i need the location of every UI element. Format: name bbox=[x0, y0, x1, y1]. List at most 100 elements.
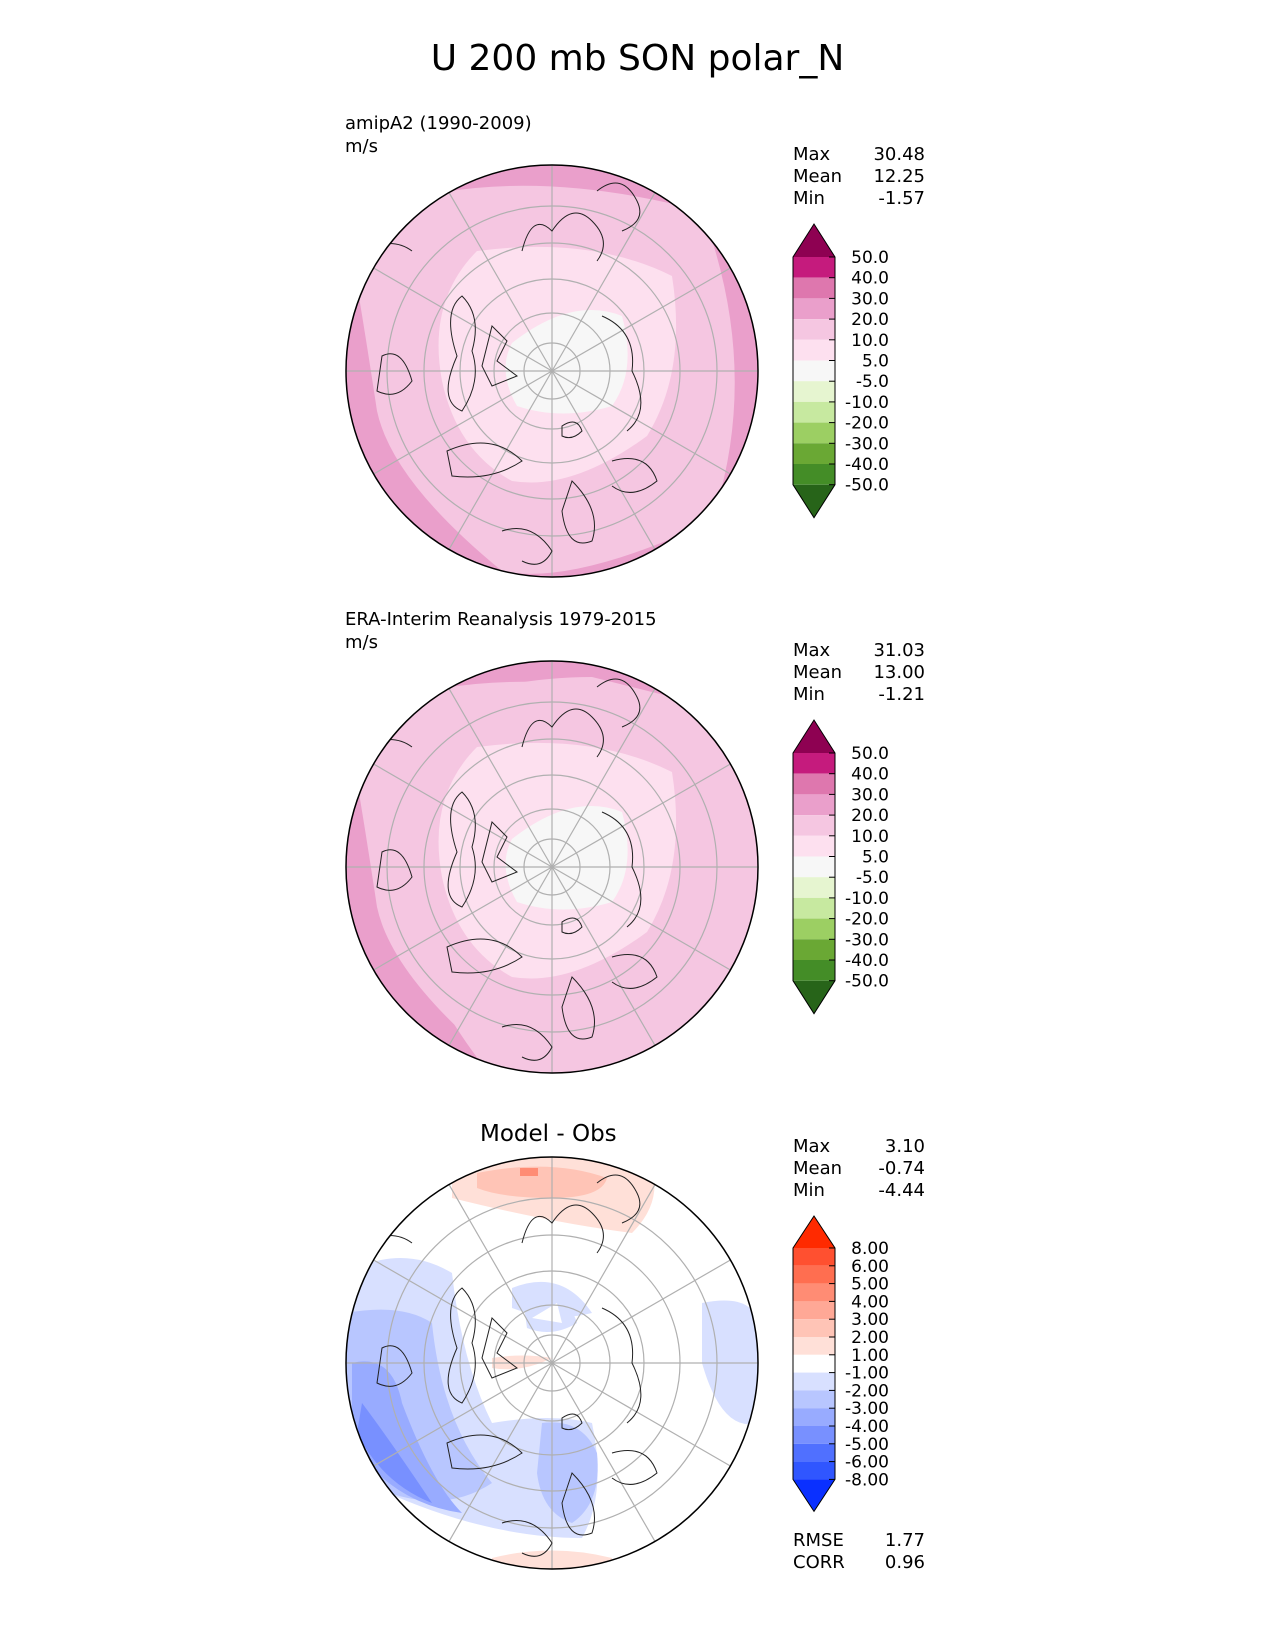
coastline-segment bbox=[521, 708, 604, 758]
coastline-segment bbox=[596, 678, 641, 728]
contour-band-near-zero bbox=[505, 310, 628, 414]
meridian-line bbox=[373, 1259, 553, 1364]
coastline-segment bbox=[481, 821, 519, 883]
contour-band-pos-4 bbox=[520, 1168, 538, 1176]
map-boundary bbox=[345, 164, 759, 578]
colorbar-diff-segment bbox=[793, 1408, 835, 1426]
panel3-title: Model - Obs bbox=[480, 1121, 617, 1147]
colorbar-model-segment bbox=[793, 319, 835, 340]
stat-min-value: -4.44 bbox=[878, 1180, 925, 1201]
meridian-line bbox=[373, 866, 553, 971]
stat-mean-value: -0.74 bbox=[878, 1158, 925, 1179]
panel2-stats: Max 31.03 Mean 13.00 Min -1.21 bbox=[793, 640, 925, 706]
stat-min-label: Min bbox=[793, 1180, 825, 1201]
meridian-line bbox=[448, 1184, 553, 1364]
colorbar-diff-tick-label: 8.00 bbox=[851, 1239, 889, 1259]
colorbar-diff-tick-label: -8.00 bbox=[845, 1470, 889, 1490]
meridian-line bbox=[551, 1362, 656, 1542]
colorbar-model-tick-label: 5.0 bbox=[862, 352, 889, 372]
stat-mean-value: 13.00 bbox=[873, 662, 925, 683]
colorbar-model-segment bbox=[793, 339, 835, 361]
colorbar-obs-tick-label: -30.0 bbox=[845, 930, 889, 950]
colorbar-obs-segment bbox=[793, 794, 835, 816]
colorbar-diff-tick-label: -6.00 bbox=[845, 1453, 889, 1473]
graticule bbox=[346, 661, 758, 1073]
colorbar-model-segment bbox=[793, 443, 835, 464]
colorbar-model-tick-label: 40.0 bbox=[851, 269, 889, 289]
colorbar-model-tick-label: 10.0 bbox=[851, 331, 889, 351]
colorbar-diff-tick-label: 2.00 bbox=[851, 1328, 889, 1348]
coastline-segment bbox=[501, 1520, 553, 1557]
colorbar-diff-segment bbox=[793, 1319, 835, 1337]
stat-max-value: 31.03 bbox=[873, 640, 925, 661]
meridian-line bbox=[551, 866, 656, 1046]
contour-band-neg-1-east bbox=[702, 1300, 758, 1425]
colorbar-diff-segment bbox=[793, 1301, 835, 1320]
colorbar-obs-tick-label: -40.0 bbox=[845, 951, 889, 971]
colorbar-obs-tick-label: -20.0 bbox=[845, 910, 889, 930]
colorbar-model-segment bbox=[793, 257, 835, 278]
coastline-segment bbox=[611, 954, 658, 989]
stat-mean-label: Mean bbox=[793, 166, 843, 187]
graticule bbox=[346, 1157, 758, 1569]
colorbar-obs: 50.040.030.020.010.05.0-5.0-10.0-20.0-30… bbox=[792, 719, 889, 1015]
coastline-segment bbox=[376, 849, 413, 891]
contour-band-neg-4 bbox=[357, 1403, 432, 1503]
coastline-segment bbox=[376, 353, 413, 395]
stat-mean-value: 12.25 bbox=[873, 166, 925, 187]
meridian-line bbox=[448, 688, 553, 868]
colorbar-obs-tick-label: 20.0 bbox=[851, 806, 889, 826]
colorbar-model-segment bbox=[793, 422, 835, 444]
coastline-segment bbox=[521, 1204, 604, 1254]
coastline-segment bbox=[446, 1434, 523, 1470]
coastline-segment bbox=[596, 1174, 641, 1224]
colorbar-diff-tick-label: -2.00 bbox=[845, 1381, 889, 1401]
colorbar-model-top-extension bbox=[793, 224, 835, 257]
coastline-segment bbox=[601, 811, 642, 928]
stat-max-label: Max bbox=[793, 1136, 831, 1157]
map-panel-obs bbox=[345, 660, 759, 1074]
panel1-stats: Max 30.48 Mean 12.25 Min -1.57 bbox=[793, 144, 925, 210]
meridian-line bbox=[551, 763, 731, 868]
colorbar-obs-segment bbox=[793, 856, 835, 878]
coastlines bbox=[361, 182, 658, 565]
colorbar-diff-segment bbox=[793, 1443, 835, 1462]
colorbar-diff-tick-label: 3.00 bbox=[851, 1310, 889, 1330]
colorbar-model-tick-label: 30.0 bbox=[851, 289, 889, 309]
coastline-segment bbox=[561, 421, 583, 439]
coastline-segment bbox=[446, 442, 523, 478]
rmse-value: 1.77 bbox=[884, 1530, 925, 1551]
contour-band-pos-2 bbox=[477, 1166, 607, 1198]
colorbar-obs-tick-label: -5.0 bbox=[856, 868, 889, 888]
panel2-units: m/s bbox=[345, 632, 378, 653]
colorbar-obs-tick-label: 50.0 bbox=[851, 744, 889, 764]
colorbar-diff-tick-label: 4.00 bbox=[851, 1292, 889, 1312]
coastline-segment bbox=[611, 458, 658, 493]
colorbar-model-tick-label: -5.0 bbox=[856, 372, 889, 392]
colorbar-obs-segment bbox=[793, 877, 835, 898]
coastline-segment bbox=[596, 182, 641, 232]
colorbar-diff-segment bbox=[793, 1354, 835, 1373]
stat-mean-label: Mean bbox=[793, 1158, 843, 1179]
colorbar-model-tick-label: -40.0 bbox=[845, 455, 889, 475]
colorbar-model-segment bbox=[793, 298, 835, 320]
colorbar-obs-bottom-extension bbox=[793, 980, 835, 1014]
colorbar-obs-segment bbox=[793, 815, 835, 836]
colorbar-model-tick-label: 20.0 bbox=[851, 310, 889, 330]
corr-label: CORR bbox=[793, 1552, 845, 1573]
colorbar-obs-segment bbox=[793, 897, 835, 919]
colorbar-obs-segment bbox=[793, 753, 835, 774]
corr-value: 0.96 bbox=[884, 1552, 925, 1573]
rmse-label: RMSE bbox=[793, 1530, 844, 1551]
contour-fill bbox=[346, 661, 758, 1073]
meridian-line bbox=[373, 370, 553, 475]
panel1-units: m/s bbox=[345, 136, 378, 157]
meridian-line bbox=[448, 192, 553, 372]
meridian-line bbox=[551, 1259, 731, 1364]
meridian-line bbox=[551, 267, 731, 372]
meridian-line bbox=[551, 1184, 656, 1364]
stat-max-label: Max bbox=[793, 640, 831, 661]
meridian-line bbox=[448, 866, 553, 1046]
coastline-segment bbox=[501, 528, 553, 565]
